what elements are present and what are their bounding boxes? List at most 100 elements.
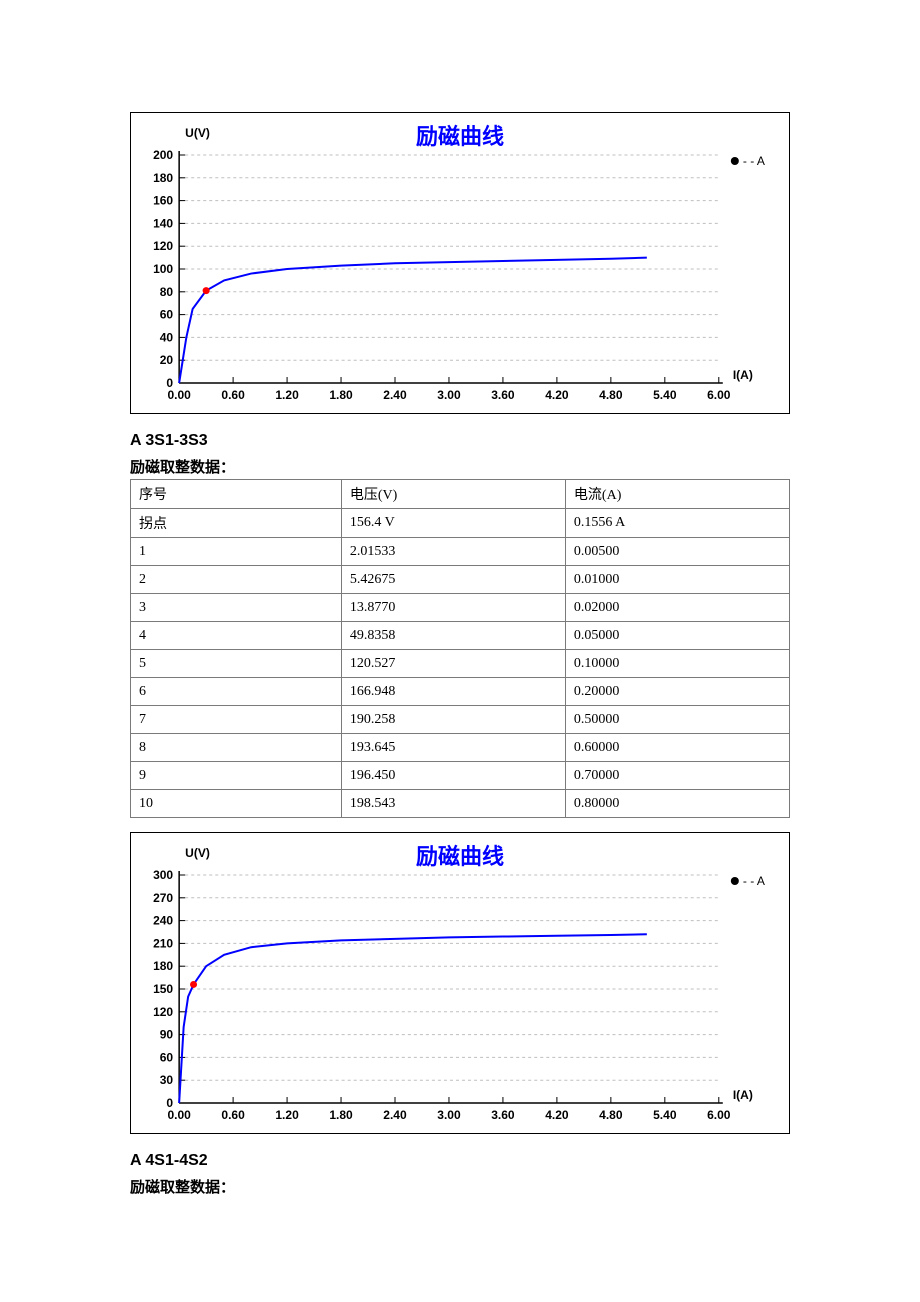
table-cell: 120.527 <box>341 650 565 678</box>
svg-text:U(V): U(V) <box>185 126 210 140</box>
svg-text:3.60: 3.60 <box>491 388 515 402</box>
table-cell: 0.80000 <box>565 790 789 818</box>
section2-subtitle: 励磁取整数据： <box>130 1176 790 1199</box>
svg-text:1.20: 1.20 <box>275 1108 299 1122</box>
table-cell: 13.8770 <box>341 594 565 622</box>
table-cell: 0.02000 <box>565 594 789 622</box>
table-cell: 5.42675 <box>341 566 565 594</box>
table-cell: 5 <box>131 650 342 678</box>
table-header-cell: 序号 <box>131 480 342 509</box>
svg-text:2.40: 2.40 <box>383 1108 407 1122</box>
section2-title: A 4S1-4S2 <box>130 1152 790 1170</box>
svg-text:120: 120 <box>153 239 173 253</box>
document-page: 励磁曲线 0204060801001201401601802000.000.60… <box>0 0 920 1279</box>
chart2-svg: 03060901201501802102402703000.000.601.20… <box>131 833 789 1133</box>
svg-text:60: 60 <box>160 308 174 322</box>
svg-text:3.60: 3.60 <box>491 1108 515 1122</box>
table-header-cell: 电流(A) <box>565 480 789 509</box>
table-cell: 2.01533 <box>341 538 565 566</box>
table-cell: 6 <box>131 678 342 706</box>
svg-text:120: 120 <box>153 1005 173 1019</box>
svg-text:5.40: 5.40 <box>653 388 677 402</box>
svg-text:60: 60 <box>160 1050 174 1064</box>
table-header-cell: 电压(V) <box>341 480 565 509</box>
svg-text:100: 100 <box>153 262 173 276</box>
svg-text:210: 210 <box>153 936 173 950</box>
table-row: 449.83580.05000 <box>131 622 790 650</box>
table-cell: 0.60000 <box>565 734 789 762</box>
svg-text:40: 40 <box>160 330 174 344</box>
table-cell: 2 <box>131 566 342 594</box>
table-cell: 49.8358 <box>341 622 565 650</box>
table-cell: 4 <box>131 622 342 650</box>
svg-text:U(V): U(V) <box>185 846 210 860</box>
svg-text:20: 20 <box>160 353 174 367</box>
svg-text:- - A: - - A <box>743 874 765 888</box>
table-row: 8193.6450.60000 <box>131 734 790 762</box>
table-cell: 10 <box>131 790 342 818</box>
table-row: 25.426750.01000 <box>131 566 790 594</box>
svg-text:2.40: 2.40 <box>383 388 407 402</box>
table-header-row: 序号电压(V)电流(A) <box>131 480 790 509</box>
svg-text:6.00: 6.00 <box>707 1108 731 1122</box>
table-row: 9196.4500.70000 <box>131 762 790 790</box>
table-cell: 0.00500 <box>565 538 789 566</box>
chart1-svg: 0204060801001201401601802000.000.601.201… <box>131 113 789 413</box>
excitation-data-table-1: 序号电压(V)电流(A)拐点156.4 V0.1556 A12.015330.0… <box>130 479 790 818</box>
excitation-chart-1: 励磁曲线 0204060801001201401601802000.000.60… <box>130 112 790 414</box>
svg-text:6.00: 6.00 <box>707 388 731 402</box>
table-row: 7190.2580.50000 <box>131 706 790 734</box>
svg-text:4.80: 4.80 <box>599 1108 623 1122</box>
svg-text:4.80: 4.80 <box>599 388 623 402</box>
svg-text:140: 140 <box>153 216 173 230</box>
table-row: 拐点156.4 V0.1556 A <box>131 509 790 538</box>
svg-text:4.20: 4.20 <box>545 1108 569 1122</box>
table-cell: 166.948 <box>341 678 565 706</box>
svg-text:I(A): I(A) <box>733 368 753 382</box>
table-cell: 3 <box>131 594 342 622</box>
table-cell: 0.1556 A <box>565 509 789 538</box>
table-cell: 0.50000 <box>565 706 789 734</box>
table-row: 5120.5270.10000 <box>131 650 790 678</box>
svg-text:200: 200 <box>153 148 173 162</box>
section1-subtitle: 励磁取整数据： <box>130 456 790 479</box>
svg-text:0.00: 0.00 <box>167 1108 191 1122</box>
table-row: 12.015330.00500 <box>131 538 790 566</box>
svg-text:180: 180 <box>153 959 173 973</box>
svg-text:I(A): I(A) <box>733 1088 753 1102</box>
svg-text:3.00: 3.00 <box>437 1108 461 1122</box>
table-cell: 0.70000 <box>565 762 789 790</box>
table-cell: 198.543 <box>341 790 565 818</box>
svg-text:0.00: 0.00 <box>167 388 191 402</box>
table-cell: 8 <box>131 734 342 762</box>
svg-text:4.20: 4.20 <box>545 388 569 402</box>
svg-text:0.60: 0.60 <box>221 1108 245 1122</box>
table-cell: 196.450 <box>341 762 565 790</box>
svg-text:1.80: 1.80 <box>329 388 353 402</box>
svg-text:300: 300 <box>153 868 173 882</box>
svg-text:180: 180 <box>153 171 173 185</box>
svg-text:240: 240 <box>153 914 173 928</box>
svg-text:150: 150 <box>153 982 173 996</box>
excitation-chart-2: 励磁曲线 03060901201501802102402703000.000.6… <box>130 832 790 1134</box>
svg-text:1.80: 1.80 <box>329 1108 353 1122</box>
svg-text:80: 80 <box>160 285 174 299</box>
svg-text:0.60: 0.60 <box>221 388 245 402</box>
table-cell: 193.645 <box>341 734 565 762</box>
table-cell: 7 <box>131 706 342 734</box>
table-cell: 190.258 <box>341 706 565 734</box>
svg-text:1.20: 1.20 <box>275 388 299 402</box>
svg-text:- - A: - - A <box>743 154 765 168</box>
table-cell: 1 <box>131 538 342 566</box>
svg-text:5.40: 5.40 <box>653 1108 677 1122</box>
table-cell: 0.01000 <box>565 566 789 594</box>
table-row: 6166.9480.20000 <box>131 678 790 706</box>
table-cell: 156.4 V <box>341 509 565 538</box>
table-row: 10198.5430.80000 <box>131 790 790 818</box>
table-cell: 0.10000 <box>565 650 789 678</box>
section1-title: A 3S1-3S3 <box>130 432 790 450</box>
table-row: 313.87700.02000 <box>131 594 790 622</box>
table-cell: 拐点 <box>131 509 342 538</box>
table-cell: 9 <box>131 762 342 790</box>
svg-text:90: 90 <box>160 1028 174 1042</box>
